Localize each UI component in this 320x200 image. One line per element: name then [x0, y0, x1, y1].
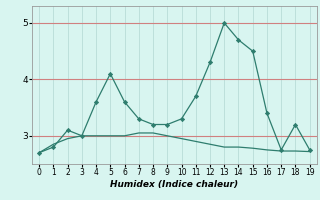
- X-axis label: Humidex (Indice chaleur): Humidex (Indice chaleur): [110, 180, 238, 189]
